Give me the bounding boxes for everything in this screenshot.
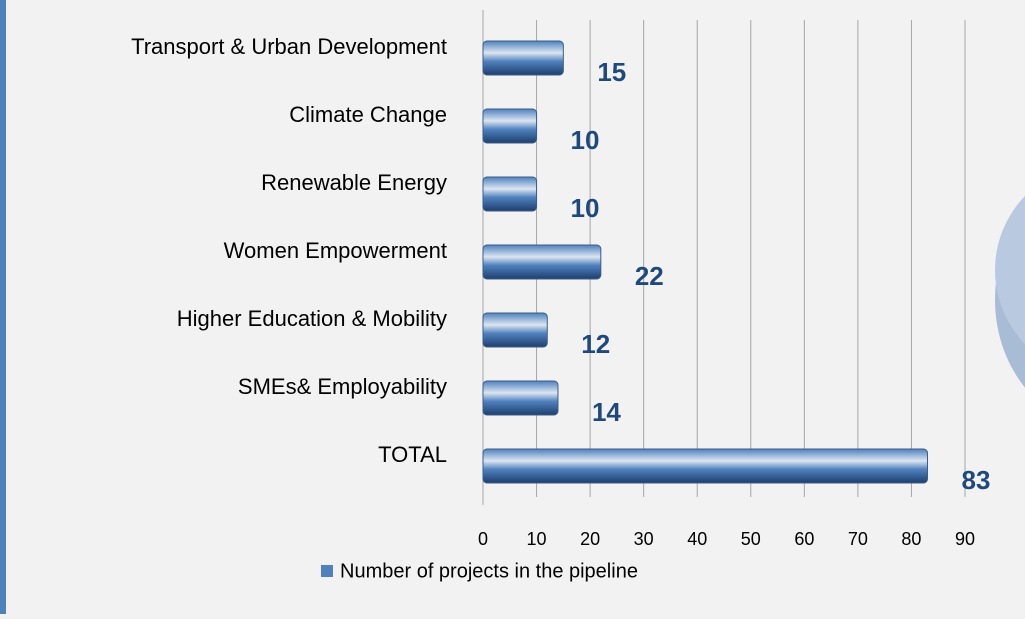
value-label: 12 [581, 329, 610, 359]
x-tick-label: 30 [634, 529, 654, 549]
x-tick-label: 0 [478, 529, 488, 549]
x-tick-label: 40 [687, 529, 707, 549]
pie-fragment-top [995, 195, 1025, 345]
bar [482, 40, 564, 76]
category-label: Climate Change [289, 102, 447, 127]
x-tick-label: 10 [527, 529, 547, 549]
category-label: Renewable Energy [261, 170, 447, 195]
x-tick-label: 80 [901, 529, 921, 549]
bar [482, 108, 538, 144]
bar [482, 380, 559, 416]
bar [482, 448, 929, 484]
legend-label: Number of projects in the pipeline [340, 560, 638, 582]
value-label: 83 [962, 465, 991, 495]
bar [482, 312, 548, 348]
value-label: 14 [592, 397, 621, 427]
value-label: 10 [571, 125, 600, 155]
x-tick-label: 50 [741, 529, 761, 549]
x-tick-label: 60 [794, 529, 814, 549]
category-label: Higher Education & Mobility [177, 306, 447, 331]
x-tick-label: 70 [848, 529, 868, 549]
category-label: TOTAL [378, 442, 447, 467]
legend-swatch [321, 565, 333, 577]
value-label: 10 [571, 193, 600, 223]
value-label: 15 [597, 57, 626, 87]
bar [482, 244, 602, 280]
x-tick-label: 90 [955, 529, 975, 549]
left-border [0, 0, 6, 614]
x-tick-label: 20 [580, 529, 600, 549]
category-label: SMEs& Employability [238, 374, 447, 399]
category-label: Women Empowerment [224, 238, 447, 263]
category-label: Transport & Urban Development [131, 34, 447, 59]
bar [482, 176, 538, 212]
value-label: 22 [635, 261, 664, 291]
